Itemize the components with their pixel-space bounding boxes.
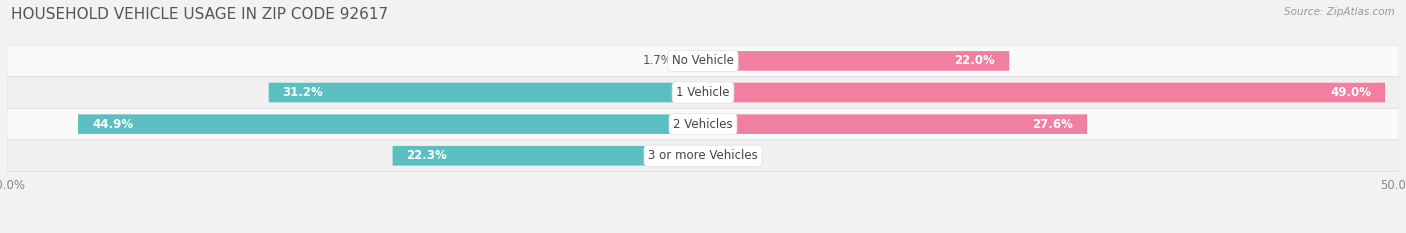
FancyBboxPatch shape: [703, 146, 724, 166]
FancyBboxPatch shape: [392, 146, 703, 166]
FancyBboxPatch shape: [679, 51, 703, 71]
Text: 1.7%: 1.7%: [643, 55, 672, 67]
FancyBboxPatch shape: [703, 51, 1010, 71]
Text: 22.0%: 22.0%: [955, 55, 995, 67]
Text: Source: ZipAtlas.com: Source: ZipAtlas.com: [1284, 7, 1395, 17]
FancyBboxPatch shape: [703, 83, 1385, 102]
FancyBboxPatch shape: [7, 140, 1399, 171]
Text: 1.5%: 1.5%: [731, 149, 761, 162]
FancyBboxPatch shape: [703, 114, 1087, 134]
Text: 44.9%: 44.9%: [91, 118, 134, 131]
Text: 3 or more Vehicles: 3 or more Vehicles: [648, 149, 758, 162]
Text: 49.0%: 49.0%: [1330, 86, 1371, 99]
Text: 22.3%: 22.3%: [406, 149, 447, 162]
FancyBboxPatch shape: [7, 108, 1399, 140]
Text: HOUSEHOLD VEHICLE USAGE IN ZIP CODE 92617: HOUSEHOLD VEHICLE USAGE IN ZIP CODE 9261…: [11, 7, 388, 22]
FancyBboxPatch shape: [269, 83, 703, 102]
Text: 1 Vehicle: 1 Vehicle: [676, 86, 730, 99]
FancyBboxPatch shape: [7, 77, 1399, 108]
Text: No Vehicle: No Vehicle: [672, 55, 734, 67]
FancyBboxPatch shape: [7, 45, 1399, 77]
Text: 31.2%: 31.2%: [283, 86, 323, 99]
FancyBboxPatch shape: [77, 114, 703, 134]
Text: 2 Vehicles: 2 Vehicles: [673, 118, 733, 131]
Text: 27.6%: 27.6%: [1032, 118, 1073, 131]
